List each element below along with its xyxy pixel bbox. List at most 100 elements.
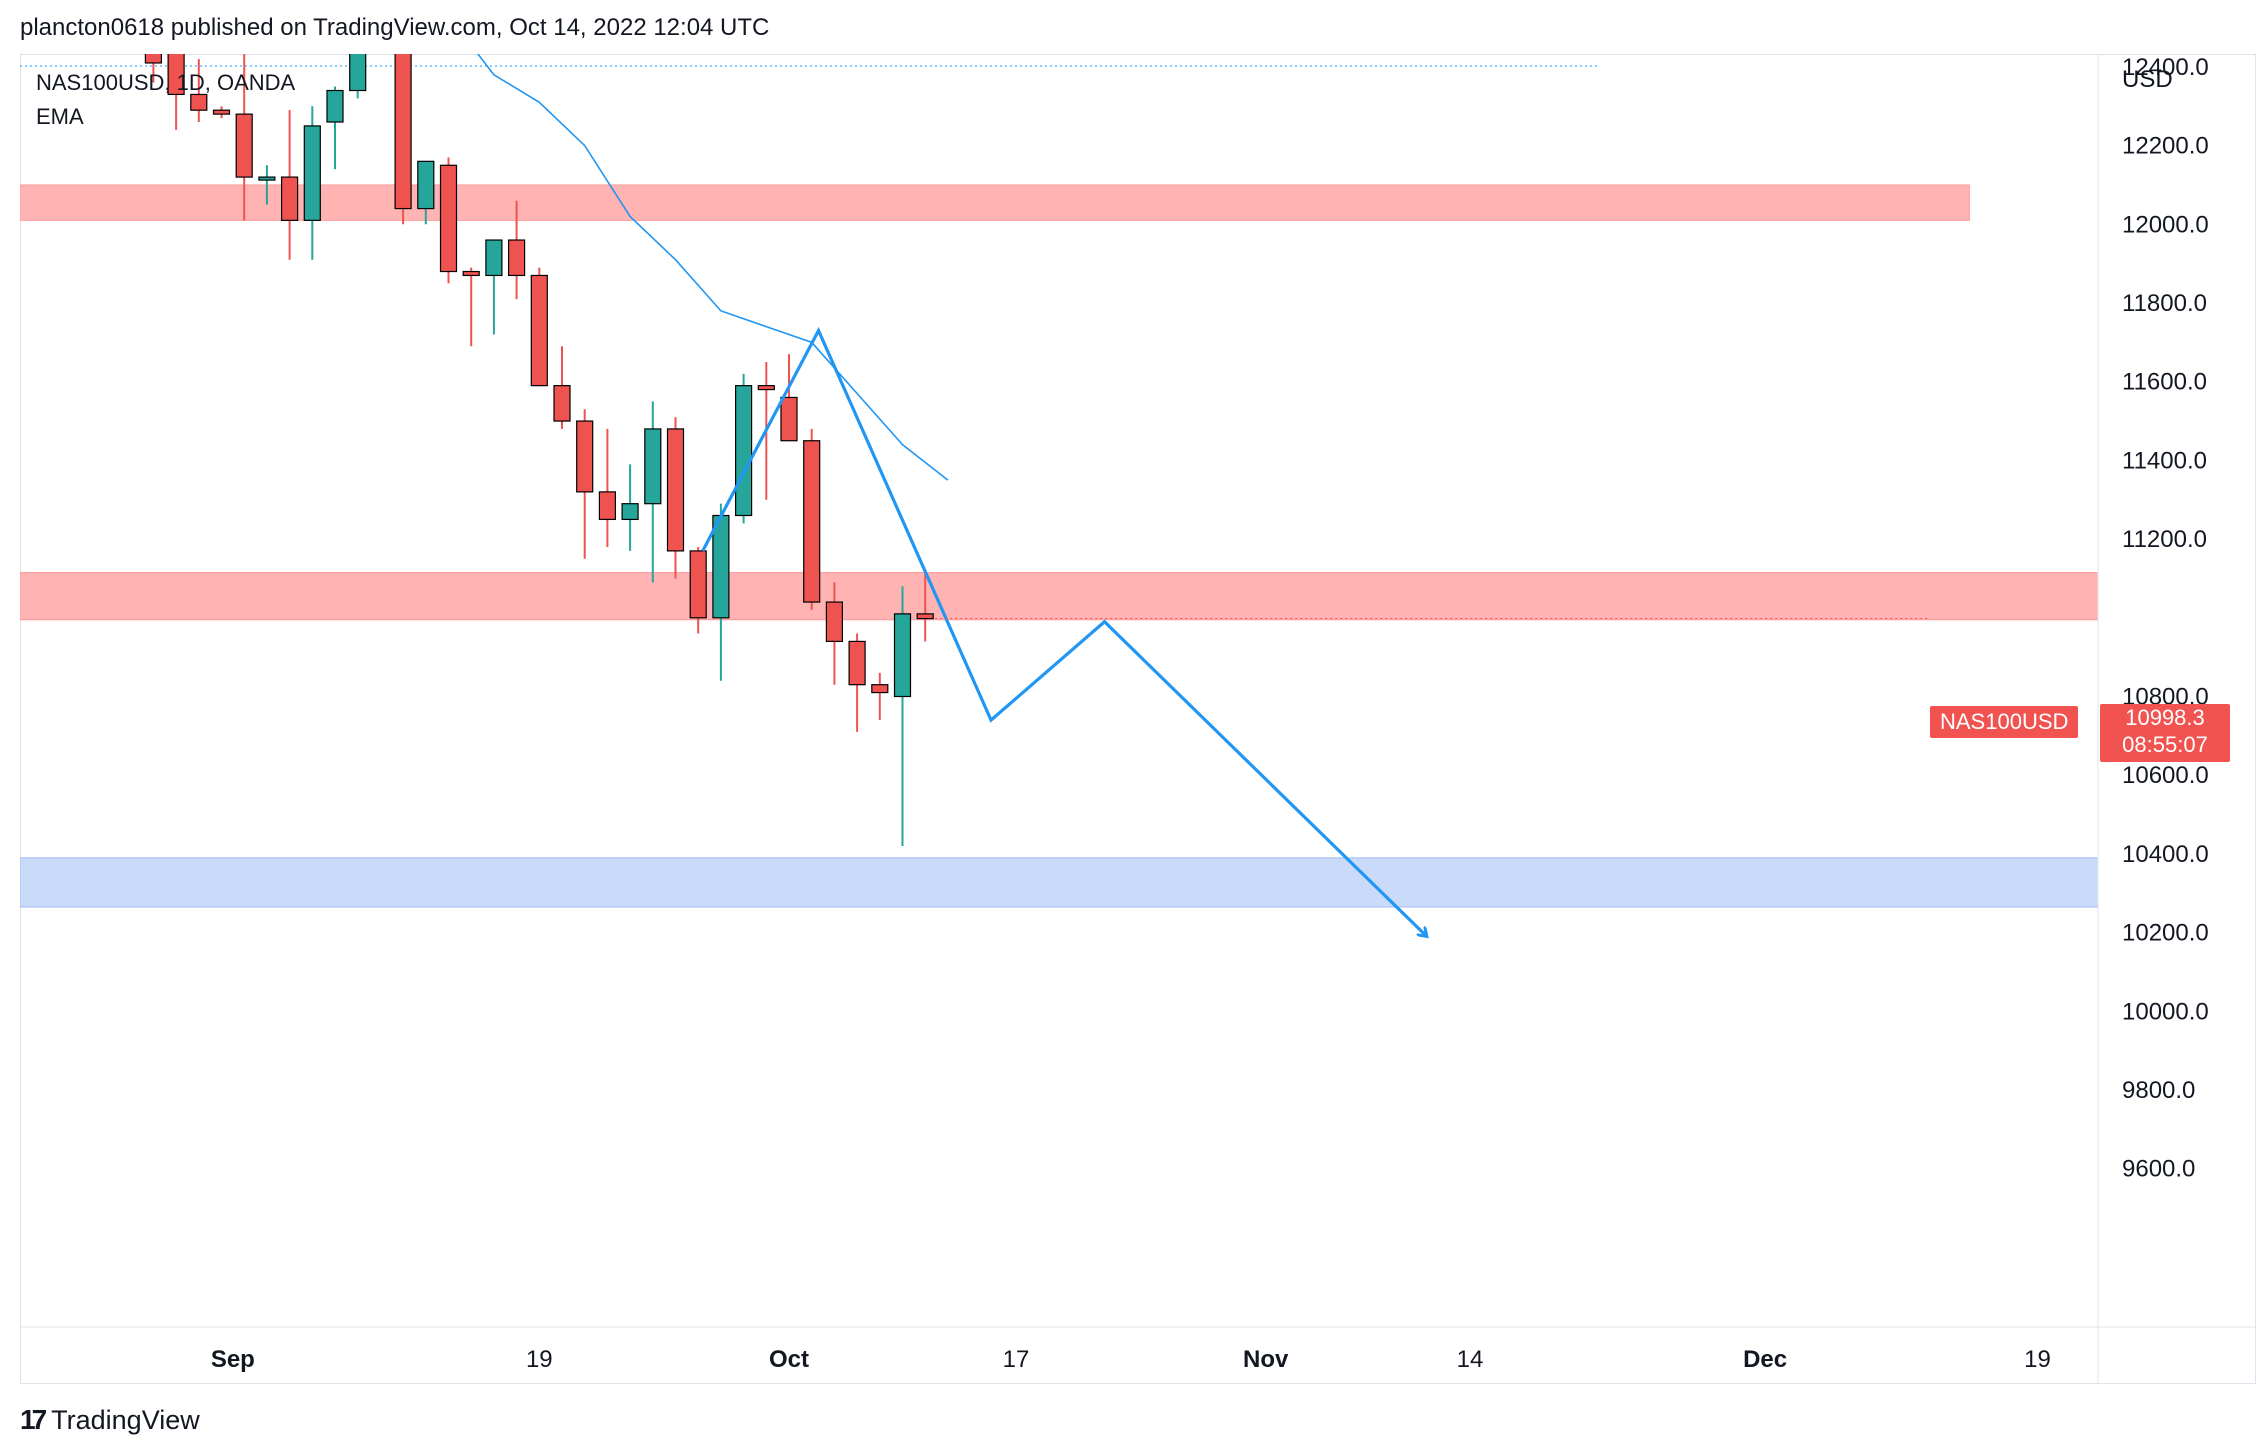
candle-body (303, 125, 321, 221)
last-price-tag: 10998.3 08:55:07 (2100, 704, 2230, 762)
candle-body (803, 440, 821, 603)
candle (100, 0, 116, 8)
x-tick-label: Sep (211, 1346, 255, 1373)
candle (485, 239, 503, 335)
candle-body (825, 601, 844, 643)
x-tick-label: Oct (769, 1346, 809, 1373)
candle (123, 0, 139, 51)
projection-path (701, 326, 1427, 937)
x-tick-label: 19 (526, 1346, 553, 1373)
candle-body (553, 385, 571, 422)
candle (803, 428, 821, 610)
candle-body (644, 428, 662, 505)
candle (644, 401, 662, 583)
candle (893, 586, 912, 847)
candle (144, 54, 162, 83)
x-tick-label: Nov (1243, 1346, 1289, 1373)
candle (303, 106, 321, 260)
candle-body (916, 613, 934, 620)
candle (848, 633, 866, 732)
footer: 17 TradingView (20, 1404, 200, 1436)
tradingview-logo-icon: 17 (20, 1404, 47, 1435)
candle (167, 54, 185, 130)
x-tick-label: 14 (1457, 1346, 1484, 1373)
x-tick-label: 19 (2024, 1346, 2051, 1373)
footer-brand: TradingView (51, 1404, 200, 1435)
candle (394, 54, 412, 225)
candle-body (462, 270, 480, 277)
candle-body (167, 54, 185, 96)
candle (666, 417, 685, 579)
candle (212, 106, 231, 119)
candle-body (258, 176, 276, 181)
candle (372, 0, 388, 20)
candle (780, 354, 798, 442)
candle-body (144, 54, 162, 64)
y-tick-label: 12400.0 (2122, 54, 2209, 81)
candle-body (576, 420, 594, 493)
candle (530, 267, 548, 387)
candle-body (689, 550, 707, 619)
y-tick-label: 10200.0 (2122, 920, 2209, 947)
candle-body (123, 4, 139, 20)
x-tick-label: Dec (1743, 1346, 1787, 1373)
candle-body (530, 274, 548, 387)
candle-body (394, 54, 412, 210)
y-tick-label: 12200.0 (2122, 133, 2209, 160)
candle (689, 546, 707, 634)
candle-body (212, 109, 231, 115)
y-tick-label: 9800.0 (2122, 1077, 2195, 1104)
candle (825, 582, 844, 685)
symbol-legend[interactable]: NAS100USD, 1D, OANDA (36, 70, 296, 95)
chart-frame (20, 54, 2256, 1384)
candle (235, 54, 253, 221)
candle (621, 464, 639, 551)
candle (712, 503, 730, 681)
candle-body (871, 684, 889, 694)
y-tick-label: 10000.0 (2122, 998, 2209, 1025)
resistance-zone-upper (20, 184, 1970, 221)
resistance-zone-lower (20, 572, 2098, 621)
candle (871, 672, 889, 721)
y-tick-label: 10600.0 (2122, 762, 2209, 789)
candle-body (485, 239, 503, 277)
candle-body (235, 113, 253, 178)
candle-body (417, 160, 435, 210)
candle (508, 200, 526, 300)
y-tick-label: 12000.0 (2122, 211, 2209, 238)
candle-body (326, 89, 344, 123)
candle (417, 160, 435, 225)
candle-body (349, 54, 367, 92)
indicator-legend[interactable]: EMA (36, 104, 84, 129)
candle (439, 157, 458, 284)
y-tick-label: 9600.0 (2122, 1156, 2195, 1183)
candle-body (893, 613, 912, 698)
bar-countdown: 08:55:07 (2122, 732, 2208, 757)
candle (916, 570, 934, 642)
support-zone (20, 857, 2098, 908)
y-tick-label: 11600.0 (2122, 369, 2207, 396)
publisher-header: plancton0618 published on TradingView.co… (20, 14, 770, 41)
candle (734, 373, 753, 524)
currency-label: USD (2122, 66, 2173, 93)
candle-body (439, 164, 458, 273)
plot-area (20, 0, 2098, 937)
y-tick-label: 11800.0 (2122, 290, 2207, 317)
candle (462, 267, 480, 347)
ema-line (476, 54, 949, 481)
candle-body (848, 640, 866, 686)
candle-body (100, 0, 116, 4)
candle-body (621, 503, 639, 521)
last-price-value: 10998.3 (2125, 705, 2205, 730)
candle-body (712, 514, 730, 619)
y-tick-label: 11400.0 (2122, 447, 2207, 474)
candle-body (508, 239, 526, 277)
y-tick-label: 11200.0 (2122, 526, 2207, 553)
candle (281, 110, 299, 260)
candle (349, 54, 367, 99)
candle-body (780, 396, 798, 442)
candle-body (190, 93, 208, 111)
candle-body (281, 176, 299, 221)
candle-body (734, 385, 753, 517)
